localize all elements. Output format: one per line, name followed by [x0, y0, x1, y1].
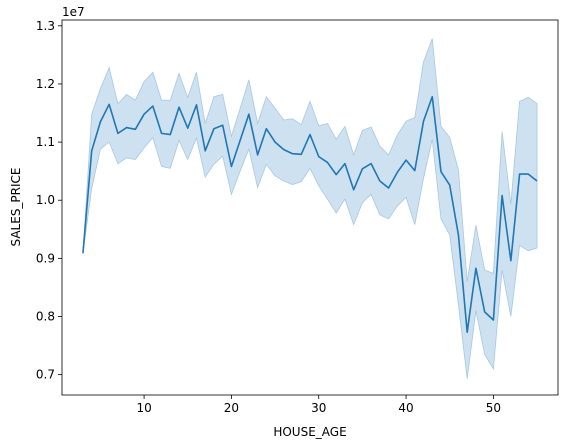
y-tick-label: 1.0 [36, 193, 55, 207]
x-axis-ticks: 10 20 30 40 50 [136, 395, 501, 415]
y-offset-label: 1e7 [62, 5, 85, 19]
y-axis-label: SALES_PRICE [9, 167, 23, 246]
x-tick-label: 50 [486, 401, 501, 415]
y-tick-label: 1.1 [36, 135, 55, 149]
y-tick-label: 0.7 [36, 368, 55, 382]
series-line [82, 95, 538, 334]
x-tick-label: 20 [224, 401, 239, 415]
x-tick-label: 40 [398, 401, 413, 415]
x-tick-label: 10 [136, 401, 151, 415]
y-tick-label: 1.3 [36, 19, 55, 33]
y-tick-label: 0.8 [36, 310, 55, 324]
y-tick-label: 1.2 [36, 77, 55, 91]
plot-frame [61, 19, 559, 396]
x-tick-label: 30 [311, 401, 326, 415]
y-axis-ticks: 0.7 0.8 0.9 1.0 1.1 1.2 1.3 [36, 19, 62, 382]
y-tick-label: 0.9 [36, 251, 55, 265]
x-axis-label: HOUSE_AGE [273, 425, 346, 439]
series-line-layer [82, 95, 538, 334]
